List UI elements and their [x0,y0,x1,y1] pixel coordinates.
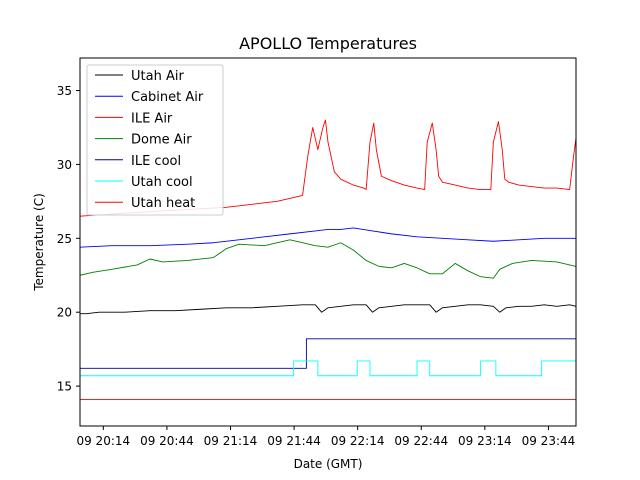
x-tick-label: 09 21:44 [267,434,321,448]
x-tick-label: 09 22:44 [394,434,448,448]
legend-entry-utah-heat: Utah heat [95,196,195,211]
series-line-utah-air [80,304,577,315]
y-tick-label: 15 [57,380,72,394]
series-layer [79,119,577,400]
legend-entries: Utah Air Cabinet Air ILE Air Dome Air ILE co… [95,69,204,211]
legend-label: Dome Air [131,133,192,148]
x-tick-label: 09 22:14 [331,434,385,448]
chart-title: APOLLO Temperatures [239,34,417,53]
legend-entry-utah-cool: Utah cool [95,175,193,190]
legend-label: Cabinet Air [131,90,204,105]
legend-entry-ile-cool: ILE cool [95,154,181,169]
legend-label: ILE cool [131,154,181,169]
series-line-cabinet-air [79,227,576,248]
y-axis: 15 20 25 30 35 [57,84,80,394]
x-tick-label: 09 23:14 [458,434,512,448]
y-axis-label: Temperature (C) [32,193,46,292]
series-line-ile-cool [80,338,576,369]
y-tick-label: 35 [57,84,72,98]
plot-border [79,57,577,427]
legend: Utah Air Cabinet Air ILE Air Dome Air ILE co… [86,64,224,216]
legend-label: ILE Air [131,111,173,126]
legend-label: Utah heat [131,196,195,211]
series-line-ile-air [79,119,577,217]
x-tick-label: 09 20:44 [140,434,194,448]
series-line-utah-cool [80,360,576,377]
series-line-dome-air [79,239,577,279]
y-tick-label: 30 [57,158,72,172]
legend-frame [86,64,224,216]
x-tick-label: 09 20:14 [76,434,130,448]
x-axis: 09 20:14 09 20:44 09 21:14 09 21:44 09 22:14… [76,426,575,448]
legend-entry-ile-air: ILE Air [95,111,173,126]
y-tick-label: 25 [57,232,72,246]
legend-entry-dome-air: Dome Air [95,133,192,148]
x-axis-label: Date (GMT) [294,457,363,471]
x-tick-label: 09 21:14 [204,434,258,448]
legend-entry-utah-air: Utah Air [95,69,184,84]
x-tick-label: 09 23:44 [522,434,576,448]
legend-label: Utah Air [131,69,184,84]
legend-label: Utah cool [131,175,193,190]
legend-entry-cabinet-air: Cabinet Air [95,90,204,105]
y-tick-label: 20 [57,306,72,320]
